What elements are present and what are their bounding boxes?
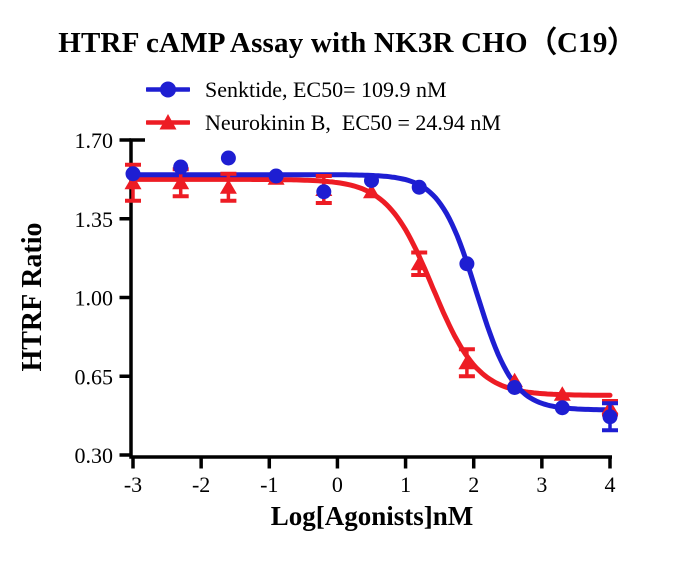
senktide-data-point [173,159,189,175]
neurokinin-b-data-point [219,179,237,194]
neurokinin-b-data-point [458,354,476,370]
triangle-marker-icon [159,114,177,130]
chart-title: HTRF cAMP Assay with NK3R CHO（C19） [58,27,637,59]
legend-entry-senktide: Senktide, EC50= 109.9 nM [146,76,501,103]
y-tick-label: 1.00 [75,286,114,311]
senktide-data-point [316,184,332,200]
senktide-legend-label: Senktide, EC50= 109.9 nM [205,76,447,102]
senktide-data-point [364,173,379,188]
y-tick-label: 0.30 [75,443,114,468]
x-tick-label: -2 [192,472,210,497]
x-tick-label: 0 [332,472,343,497]
senktide-legend-marker [146,81,190,98]
neurokinin-b-legend-marker [146,114,190,130]
senktide-data-point [459,256,475,272]
circle-marker-icon [160,81,176,98]
y-tick-label: 1.35 [75,207,114,232]
x-tick-label: 1 [400,472,411,497]
neurokinin-b-fit-curve [130,176,613,398]
neurokinin-b-data-point [124,174,142,190]
senktide-fit-curve [130,172,613,413]
x-tick-label: -3 [124,472,142,497]
y-tick-label: 1.70 [75,128,114,153]
legend: Senktide, EC50= 109.9 nM Neurokinin B, E… [146,76,501,142]
x-tick-label: 3 [536,472,547,497]
legend-entry-neurokinin-b: Neurokinin B, EC50 = 24.94 nM [146,109,501,136]
senktide-data-point [602,409,618,425]
x-axis-title: Log[Agonists]nM [270,501,474,531]
senktide-data-point [220,150,236,166]
senktide-data-point [411,179,427,195]
neurokinin-b-data-point [172,174,190,190]
senktide-data-point [268,168,284,184]
x-tick-label: -1 [260,472,278,497]
senktide-data-point [554,400,570,416]
neurokinin-b-data-point [363,183,380,199]
y-tick-label: 0.65 [75,364,114,389]
x-tick-label: 2 [468,472,479,497]
neurokinin-b-legend-label: Neurokinin B, EC50 = 24.94 nM [205,109,501,135]
senktide-data-point [507,380,523,395]
neurokinin-b-data-point [553,386,571,401]
neurokinin-b-data-point [410,255,428,271]
x-tick-label: 4 [605,472,616,497]
senktide-data-point [125,166,141,182]
y-axis-title: HTRF Ratio [17,222,48,372]
